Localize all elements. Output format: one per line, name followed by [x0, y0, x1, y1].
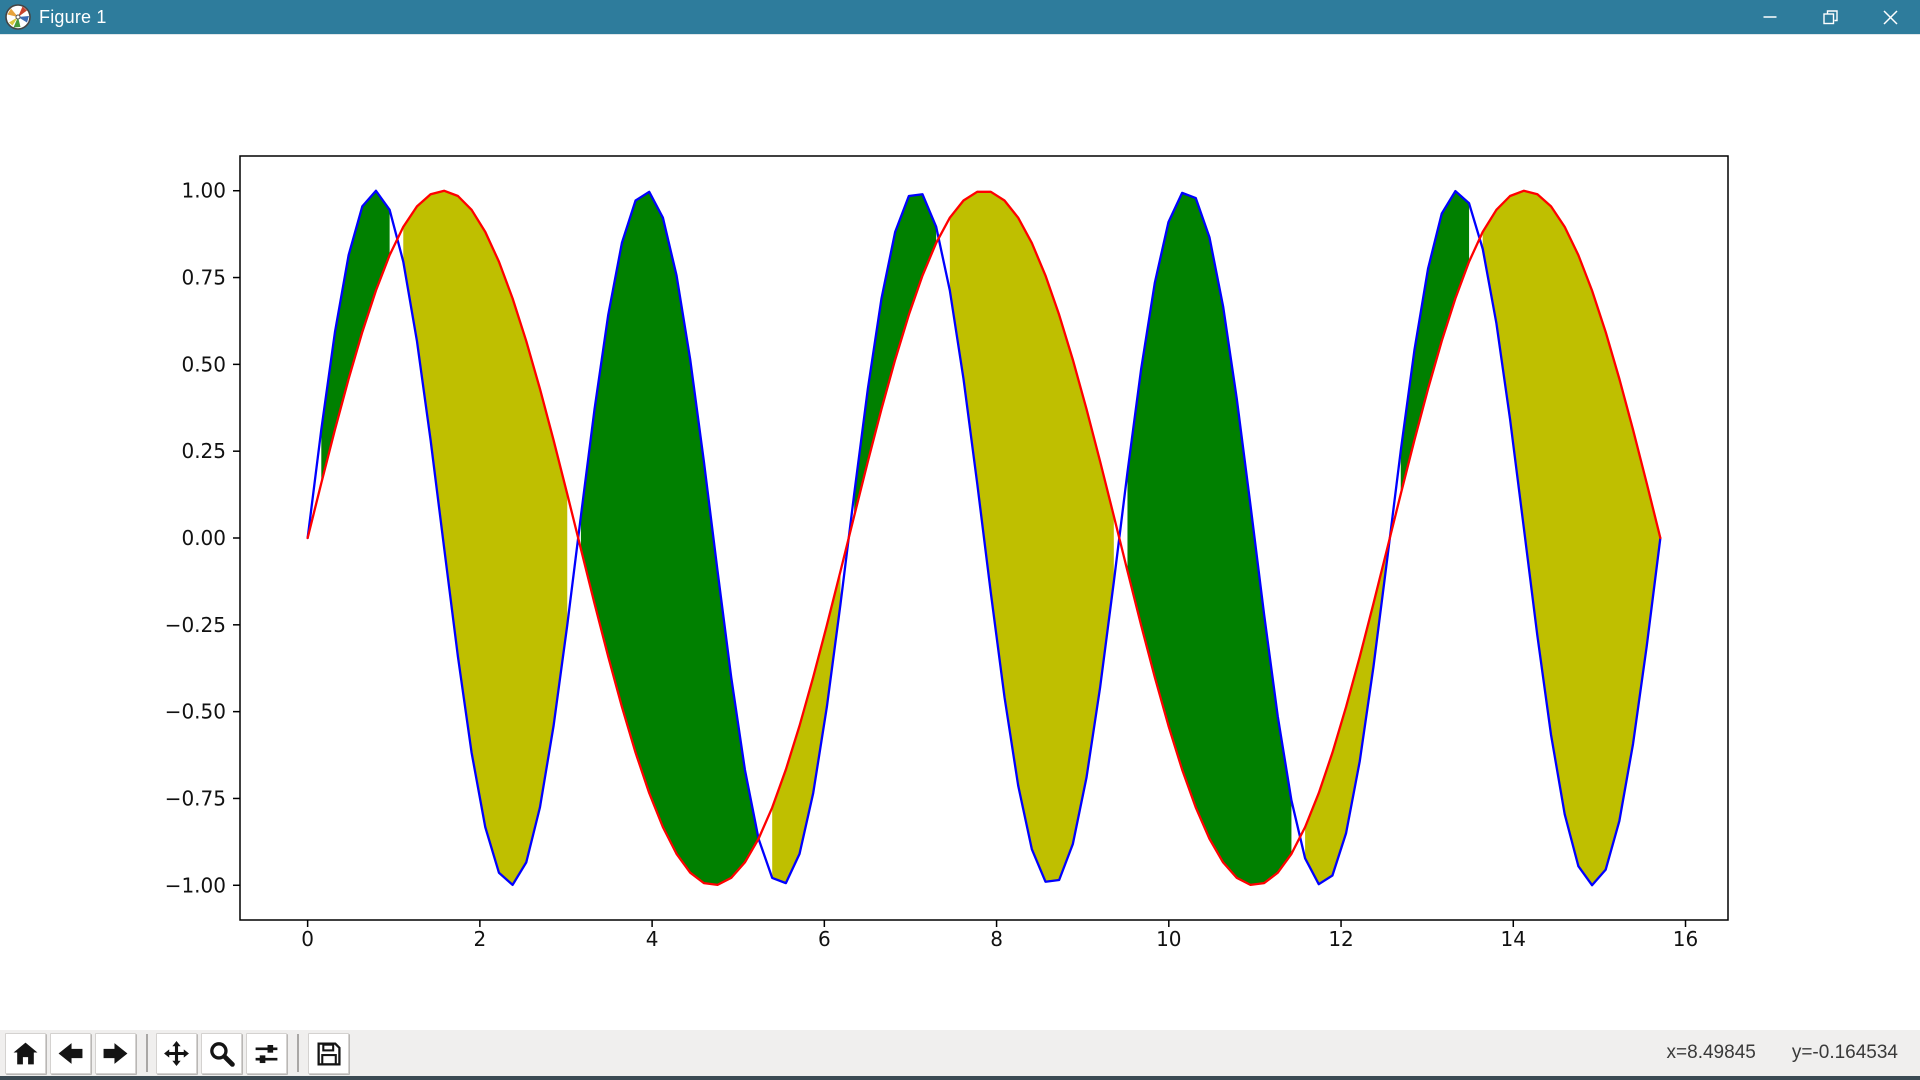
fill-yellow — [403, 190, 568, 885]
pan-move-icon — [164, 1041, 189, 1066]
window-titlebar: Figure 1 — [0, 0, 1920, 35]
x-tick-label: 0 — [301, 927, 314, 951]
series-line-sin(2x) — [306, 189, 1662, 887]
y-tick-label: −0.50 — [165, 700, 226, 724]
series-line-sin(x) — [306, 189, 1662, 887]
x-tick-label: 6 — [818, 927, 831, 951]
minimize-button[interactable] — [1740, 0, 1800, 34]
navigation-toolbar: x=8.49845 y=-0.164534 — [0, 1030, 1920, 1076]
y-tick-label: 0.00 — [181, 526, 226, 550]
fill-yellow — [1482, 190, 1661, 886]
y-tick-label: −1.00 — [165, 873, 226, 897]
forward-button[interactable] — [95, 1033, 136, 1074]
y-tick-label: −0.25 — [165, 613, 226, 637]
fill-green — [1400, 191, 1470, 495]
cursor-readout: x=8.49845 y=-0.164534 — [1667, 1030, 1898, 1076]
y-tick-label: 0.75 — [181, 266, 226, 290]
y-tick-label: 0.50 — [181, 352, 226, 376]
window-title: Figure 1 — [39, 6, 107, 27]
back-button[interactable] — [50, 1033, 91, 1074]
fill-yellow — [949, 191, 1114, 882]
restore-button[interactable] — [1800, 0, 1860, 34]
cursor-y-value: y=-0.164534 — [1791, 1042, 1898, 1063]
fill-yellow — [772, 571, 841, 884]
toolbar-separator — [297, 1034, 299, 1072]
toolbar-separator — [146, 1034, 148, 1072]
cursor-x-value: x=8.49845 — [1666, 1042, 1756, 1063]
restore-icon — [1822, 9, 1838, 24]
forward-arrow-icon — [103, 1043, 128, 1064]
matplotlib-logo-icon — [5, 4, 31, 30]
save-button[interactable] — [308, 1033, 349, 1074]
close-icon — [1882, 9, 1898, 25]
fill-green — [321, 190, 390, 484]
x-tick-label: 8 — [990, 927, 1003, 951]
x-tick-label: 14 — [1501, 927, 1526, 951]
minimize-icon — [1763, 16, 1777, 18]
sliders-icon — [255, 1044, 278, 1064]
home-button[interactable] — [5, 1033, 46, 1074]
magnifier-icon — [210, 1042, 235, 1067]
x-tick-label: 16 — [1673, 927, 1698, 951]
subplots-config-button[interactable] — [246, 1033, 287, 1074]
window-controls — [1740, 0, 1920, 34]
y-tick-label: −0.75 — [165, 786, 226, 810]
back-arrow-icon — [58, 1043, 83, 1064]
y-tick-label: 1.00 — [181, 179, 226, 203]
zoom-rect-button[interactable] — [201, 1033, 242, 1074]
fill-green — [854, 194, 937, 516]
fill-green — [580, 191, 759, 885]
taskbar-edge — [0, 1076, 1920, 1080]
close-button[interactable] — [1860, 0, 1920, 34]
x-tick-label: 12 — [1328, 927, 1353, 951]
x-tick-label: 4 — [646, 927, 659, 951]
x-tick-label: 2 — [474, 927, 487, 951]
save-floppy-icon — [317, 1042, 341, 1066]
fill-green — [1127, 192, 1292, 885]
x-tick-label: 10 — [1156, 927, 1181, 951]
home-icon — [13, 1042, 38, 1065]
y-tick-label: 0.25 — [181, 439, 226, 463]
pan-button[interactable] — [156, 1033, 197, 1074]
